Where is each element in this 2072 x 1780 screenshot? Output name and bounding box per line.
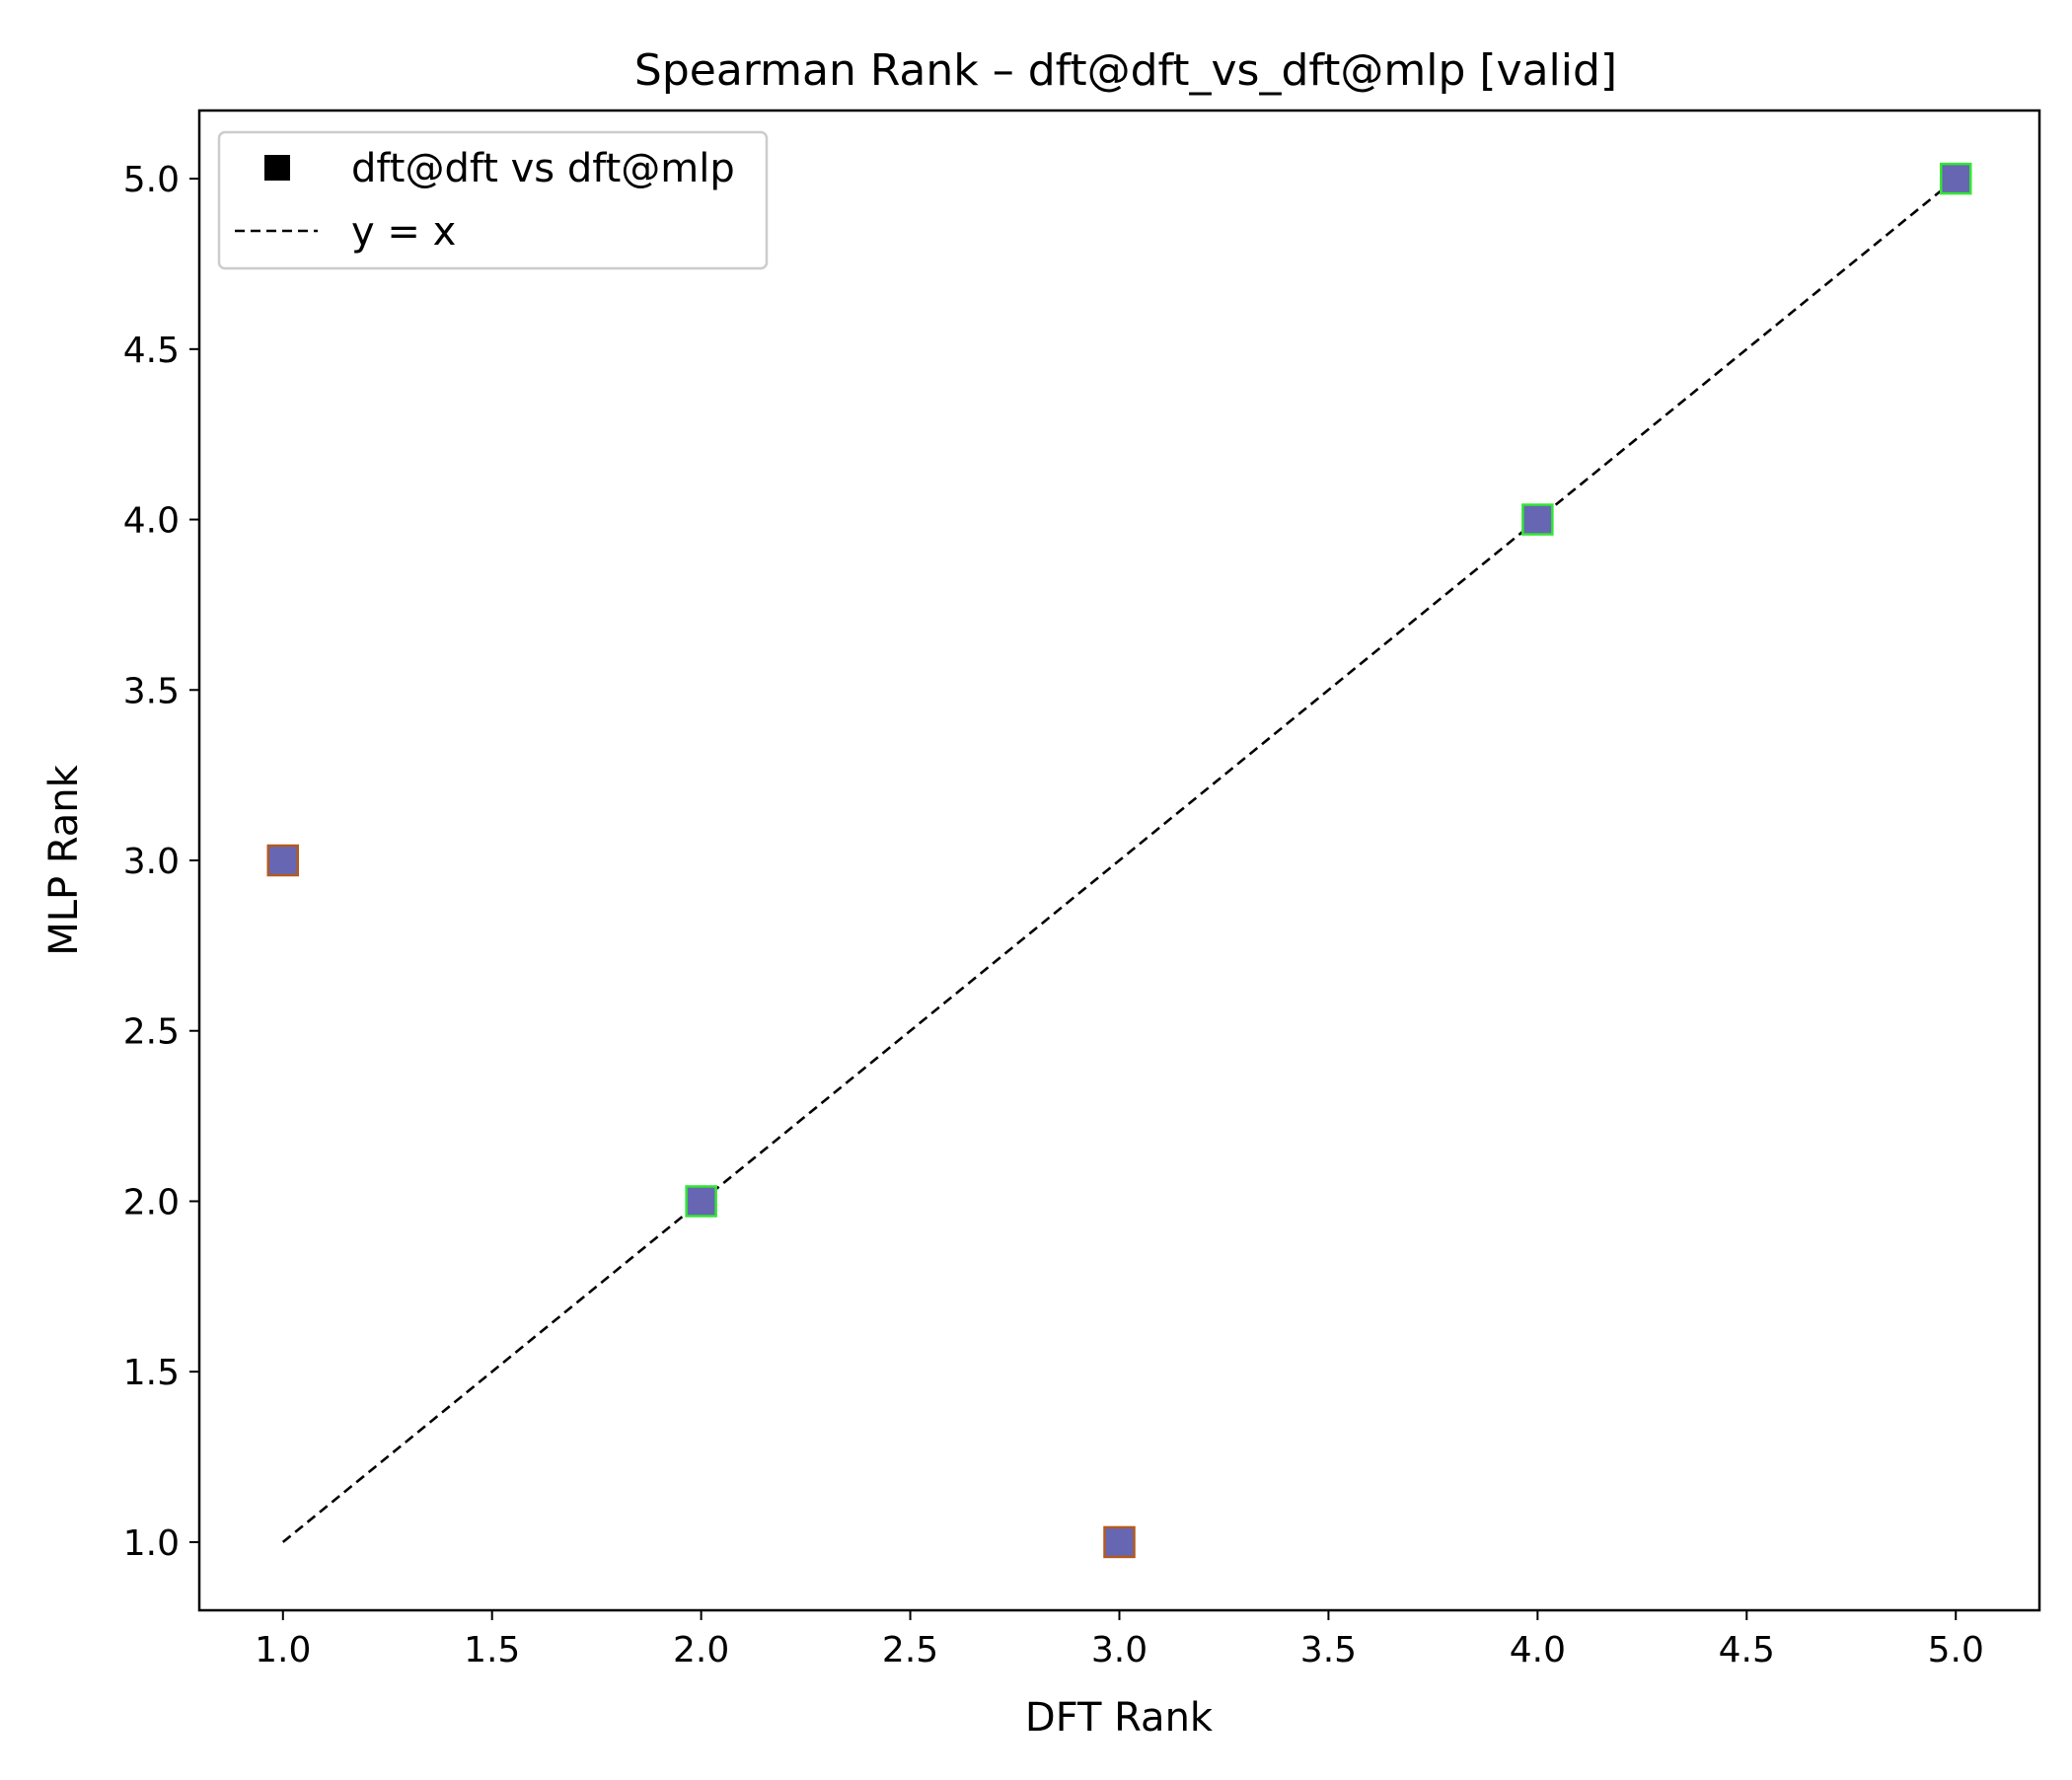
x-tick-label: 4.0: [1510, 1630, 1566, 1670]
y-tick-label: 3.5: [123, 671, 180, 711]
y-tick-label: 1.5: [123, 1353, 180, 1393]
y-tick-label: 3.0: [123, 842, 180, 882]
x-tick-label: 4.5: [1719, 1630, 1775, 1670]
legend-marker-square: [264, 155, 290, 181]
data-point: [1103, 1525, 1136, 1559]
x-tick-label: 2.5: [882, 1630, 938, 1670]
axes-frame: [197, 109, 2041, 1612]
x-tick-label: 2.0: [673, 1630, 729, 1670]
x-tick-label: 3.5: [1300, 1630, 1357, 1670]
data-point: [685, 1185, 717, 1218]
y-tick-label: 5.0: [123, 160, 180, 200]
x-tick-label: 3.0: [1091, 1630, 1147, 1670]
plot-area: 1.0 1.5 2.0 2.5 3.0 3.5 4.0 4.5 5.0 1.0 1.5 2.0 2.5 3…: [123, 109, 2041, 1670]
chart-title: Spearman Rank – dft@dft_vs_dft@mlp [vali…: [634, 45, 1617, 96]
legend-box: [217, 130, 769, 270]
x-tick-label: 1.0: [255, 1630, 311, 1670]
data-point: [1939, 162, 1972, 195]
legend-entry-label: dft@dft vs dft@mlp: [351, 146, 735, 191]
y-tick-label: 2.5: [123, 1012, 180, 1053]
legend: dft@dft vs dft@mlp y = x: [217, 130, 769, 270]
y-axis-label: MLP Rank: [41, 764, 87, 955]
y-tick-label: 4.5: [123, 331, 180, 371]
legend-entry-label: y = x: [351, 209, 456, 255]
x-tick-label: 1.5: [464, 1630, 520, 1670]
x-tick-label: 5.0: [1928, 1630, 1984, 1670]
data-point: [266, 844, 300, 877]
y-tick-label: 2.0: [123, 1182, 180, 1223]
y-tick-label: 1.0: [123, 1523, 180, 1564]
identity-line: [281, 178, 1958, 1543]
data-point: [1521, 503, 1554, 536]
y-tick-label: 4.0: [123, 501, 180, 542]
x-axis-label: DFT Rank: [1025, 1695, 1214, 1741]
